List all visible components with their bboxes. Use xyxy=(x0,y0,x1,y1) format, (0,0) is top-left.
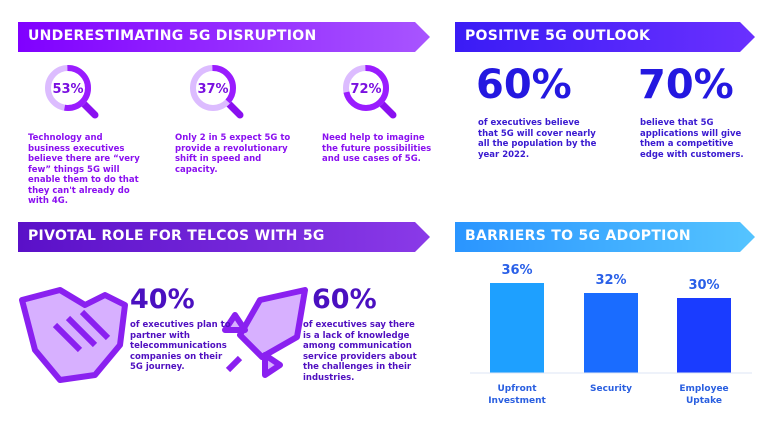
banner-title: BARRIERS TO 5G ADOPTION xyxy=(465,228,691,244)
gauge-arc xyxy=(45,65,91,111)
category-label: Security xyxy=(589,384,633,394)
banner-shape xyxy=(455,222,755,252)
big-figure: 40% xyxy=(130,284,195,315)
bar xyxy=(584,293,638,373)
stat-text: of executives say there is a lack of kno… xyxy=(303,320,417,383)
gauges: 53% 37% 72% xyxy=(45,65,397,119)
big-figure: 60% xyxy=(312,284,377,315)
category-label: Employee Uptake xyxy=(679,384,729,406)
bar xyxy=(677,298,731,373)
stat-text: of executives believe that 5G will cover… xyxy=(478,118,597,160)
stat-text: Only 2 in 5 expect 5G to provide a revol… xyxy=(175,133,291,175)
rocket-icon xyxy=(222,287,308,378)
value-label: 36% xyxy=(501,263,533,278)
big-figure: 70% xyxy=(638,62,734,108)
value-label: 32% xyxy=(595,273,627,288)
bar xyxy=(490,283,544,373)
banner-shape xyxy=(18,22,430,52)
big-figure: 60% xyxy=(476,62,572,108)
handshake-icon xyxy=(19,287,128,383)
category-label: Upfront Investment xyxy=(488,384,546,406)
stat-text: of executives plan to partner with telec… xyxy=(130,320,231,372)
stat-text: Technology and business executives belie… xyxy=(28,133,140,206)
banner-title: UNDERESTIMATING 5G DISRUPTION xyxy=(28,28,317,44)
bar-chart xyxy=(490,283,731,373)
gauge-label: 37% xyxy=(197,82,228,97)
stat-text: believe that 5G applications will give t… xyxy=(640,118,744,160)
banner-shape xyxy=(18,222,430,252)
gauge-arc xyxy=(190,65,236,111)
gauge-label: 72% xyxy=(350,82,381,97)
banner-title: POSITIVE 5G OUTLOOK xyxy=(465,28,651,44)
banner-shape xyxy=(455,22,755,52)
stat-text: Need help to imagine the future possibil… xyxy=(322,133,432,164)
value-label: 30% xyxy=(688,278,720,293)
banner-title: PIVOTAL ROLE FOR TELCOS WITH 5G xyxy=(28,228,325,244)
gauge-label: 53% xyxy=(52,82,83,97)
gauge-arc xyxy=(343,65,389,111)
